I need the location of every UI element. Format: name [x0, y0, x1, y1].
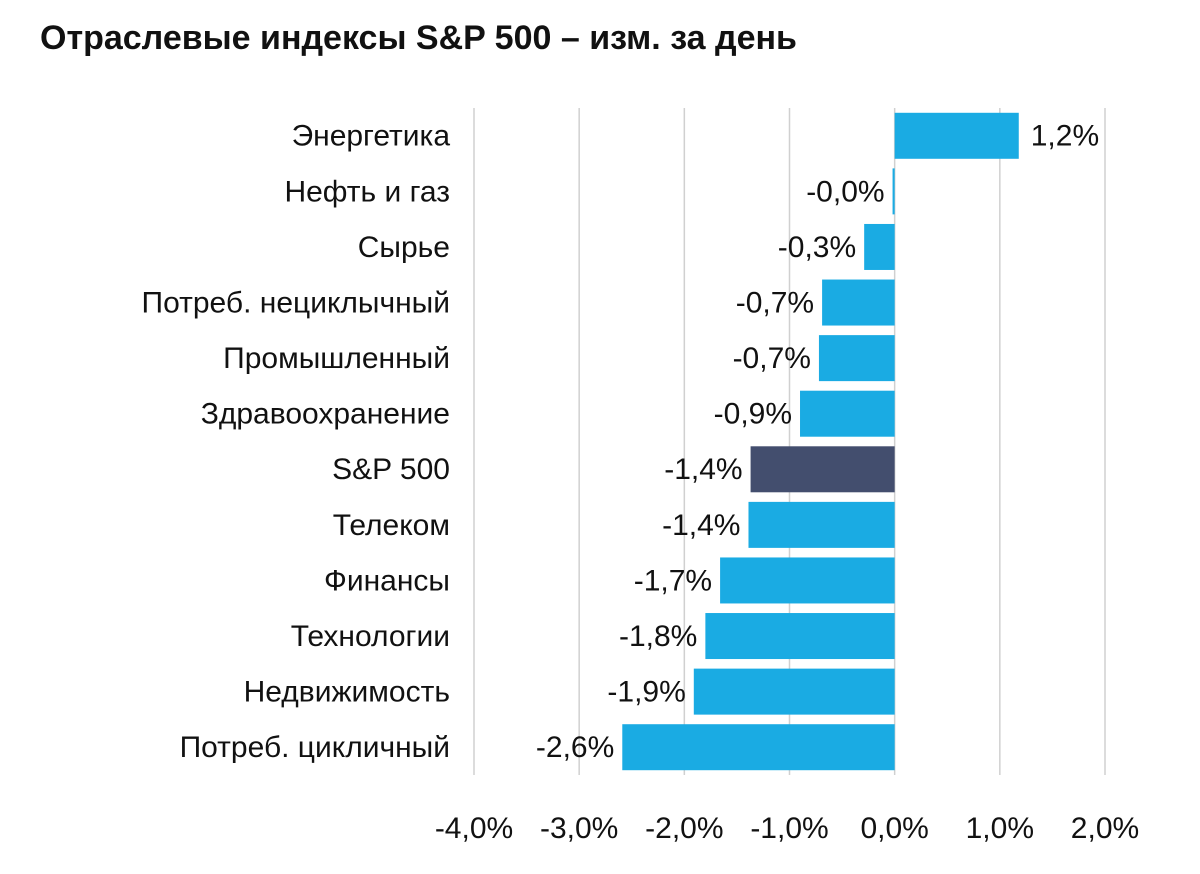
value-label: -2,6%: [536, 731, 614, 764]
value-label: -0,0%: [806, 175, 884, 208]
bar: [750, 446, 895, 493]
y-tick-label: Промышленный: [223, 342, 450, 375]
x-tick-label: -3,0%: [540, 812, 618, 845]
y-tick-label: Нефть и газ: [284, 175, 450, 208]
value-label: -0,9%: [714, 398, 792, 431]
bar: [892, 168, 895, 215]
bar: [748, 501, 895, 548]
value-label: -1,9%: [607, 676, 685, 709]
x-tick-label: 1,0%: [966, 812, 1034, 845]
value-label: -1,4%: [662, 509, 740, 542]
y-tick-label: Потреб. нециклычный: [142, 286, 450, 319]
value-label: -1,8%: [619, 620, 697, 653]
x-tick-label: 2,0%: [1071, 812, 1139, 845]
y-tick-label: Потреб. цикличный: [180, 731, 450, 764]
y-tick-label: Телеком: [333, 509, 450, 542]
value-label: -1,4%: [664, 453, 742, 486]
bar: [693, 668, 895, 715]
y-tick-label: Финансы: [324, 564, 450, 597]
value-label: -1,7%: [634, 564, 712, 597]
chart-title: Отраслевые индексы S&P 500 – изм. за ден…: [40, 19, 797, 57]
y-tick-label: Энергетика: [292, 120, 451, 153]
x-tick-label: -1,0%: [750, 812, 828, 845]
x-tick-label: 0,0%: [860, 812, 928, 845]
bar: [720, 557, 895, 604]
value-label: -0,7%: [733, 342, 811, 375]
y-tick-label: Здравоохранение: [201, 398, 450, 431]
y-tick-label: Недвижимость: [244, 676, 450, 709]
value-label: -0,7%: [736, 286, 814, 319]
bar: [822, 279, 895, 326]
x-tick-label: -4,0%: [435, 812, 513, 845]
value-label: 1,2%: [1031, 120, 1099, 153]
y-tick-label: Сырье: [358, 231, 450, 264]
bar: [800, 390, 895, 437]
y-tick-label: S&P 500: [332, 453, 450, 486]
bar: [622, 724, 895, 771]
bar: [705, 613, 895, 660]
value-label: -0,3%: [778, 231, 856, 264]
x-tick-label: -2,0%: [645, 812, 723, 845]
bar: [864, 223, 895, 270]
bar: [818, 335, 895, 382]
bar: [894, 112, 1019, 159]
y-tick-label: Технологии: [291, 620, 450, 653]
